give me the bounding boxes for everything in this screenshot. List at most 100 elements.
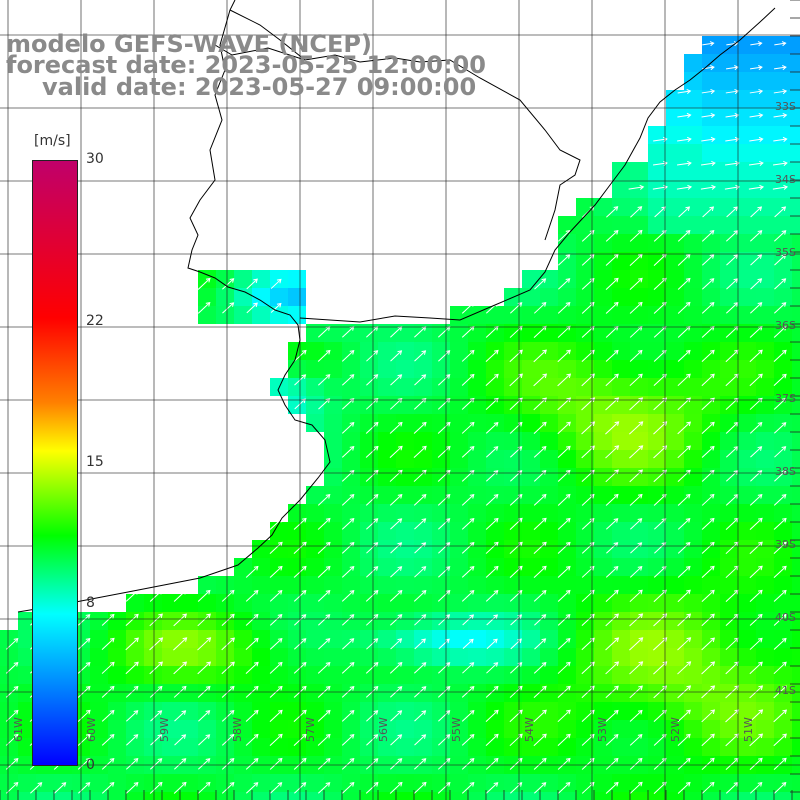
wind-arrow <box>341 398 355 410</box>
wind-arrow <box>557 637 571 650</box>
wind-arrow <box>557 565 571 578</box>
wind-arrow <box>557 589 571 602</box>
wind-arrow <box>749 637 763 650</box>
wind-arrow <box>726 206 739 218</box>
wind-arrow <box>485 733 499 746</box>
wind-arrow <box>197 302 211 314</box>
wind-arrow <box>557 421 571 435</box>
wind-arrow <box>677 229 691 242</box>
wind-arrow <box>676 184 693 190</box>
wind-arrow <box>173 637 188 651</box>
wind-arrow <box>461 517 475 530</box>
wind-arrow <box>341 494 355 506</box>
wind-arrow <box>701 565 715 578</box>
wind-arrow <box>606 542 619 554</box>
wind-arrow <box>101 661 115 674</box>
wind-arrow <box>748 184 765 190</box>
wind-arrow <box>533 661 547 674</box>
wind-arrow <box>557 493 571 506</box>
wind-arrow <box>701 445 715 458</box>
wind-arrow <box>485 709 499 722</box>
wind-arrow <box>438 734 451 746</box>
wind-arrow <box>126 710 139 722</box>
wind-arrow <box>677 136 692 142</box>
wind-arrow <box>702 41 715 47</box>
wind-arrow <box>461 493 475 506</box>
wind-arrow <box>701 517 715 530</box>
colorbar-tick-label: 0 <box>86 757 95 773</box>
colorbar-unit: [m/s] <box>34 133 71 149</box>
wind-arrow <box>366 638 379 650</box>
wind-arrow <box>533 493 547 506</box>
wind-arrow <box>461 541 475 554</box>
wind-arrow <box>700 160 716 166</box>
colorbar-tick-label: 30 <box>86 151 104 167</box>
wind-arrow <box>534 638 547 650</box>
wind-arrow <box>749 349 763 363</box>
wind-arrow <box>365 421 379 434</box>
wind-arrow <box>774 65 787 71</box>
wind-arrow <box>773 422 787 434</box>
wind-arrow <box>413 421 427 434</box>
wind-arrow <box>485 590 499 602</box>
wind-arrow <box>414 374 427 386</box>
wind-arrow <box>269 757 283 770</box>
wind-arrow <box>701 112 716 119</box>
wind-arrow <box>270 278 282 289</box>
wind-arrow <box>701 136 716 142</box>
wind-arrow <box>605 229 619 242</box>
wind-arrow <box>269 541 283 554</box>
wind-arrow <box>414 758 427 770</box>
wind-arrow <box>701 541 715 554</box>
wind-arrow <box>629 493 643 506</box>
wind-arrow <box>701 88 716 95</box>
wind-arrow <box>150 758 163 770</box>
wind-arrow <box>437 590 451 602</box>
wind-arrow <box>318 638 331 650</box>
wind-arrow <box>749 541 763 555</box>
wind-arrow <box>389 398 403 410</box>
wind-arrow <box>437 445 451 458</box>
wind-arrow <box>341 782 355 794</box>
wind-arrow <box>701 493 715 506</box>
wind-arrow <box>101 709 115 722</box>
wind-arrow <box>485 446 499 458</box>
wind-arrow <box>221 613 235 627</box>
wind-arrow <box>773 757 787 770</box>
wind-arrow <box>533 757 547 770</box>
wind-arrow <box>533 421 547 434</box>
wind-arrow <box>173 661 188 675</box>
colorbar <box>32 160 78 766</box>
wind-arrow <box>629 566 643 578</box>
wind-arrow <box>557 517 571 530</box>
wind-arrow <box>365 398 379 410</box>
wind-arrow <box>270 302 282 313</box>
wind-arrow <box>270 782 283 794</box>
wind-arrow <box>461 373 475 386</box>
wind-arrow <box>677 518 691 530</box>
wind-arrow <box>390 350 403 362</box>
wind-arrow <box>173 613 187 627</box>
wind-arrow <box>677 661 692 675</box>
wind-arrow <box>700 184 717 190</box>
wind-arrow <box>485 541 499 554</box>
wind-arrow <box>462 614 475 626</box>
wind-arrow <box>509 349 523 363</box>
wind-arrow <box>245 757 259 770</box>
wind-arrow <box>557 373 572 387</box>
wind-arrow <box>221 734 235 746</box>
wind-arrow <box>677 112 692 119</box>
wind-arrow <box>77 733 91 746</box>
wind-arrow <box>677 757 691 770</box>
wind-arrow <box>461 349 475 362</box>
wind-arrow <box>390 758 403 770</box>
wind-arrow <box>485 373 499 387</box>
wind-arrow <box>701 589 715 603</box>
wind-arrow <box>509 541 523 555</box>
wind-arrow <box>533 349 547 363</box>
lon-label: 53W <box>596 717 609 742</box>
wind-arrow <box>341 518 355 530</box>
wind-arrow <box>125 661 139 675</box>
wind-arrow <box>725 112 740 119</box>
